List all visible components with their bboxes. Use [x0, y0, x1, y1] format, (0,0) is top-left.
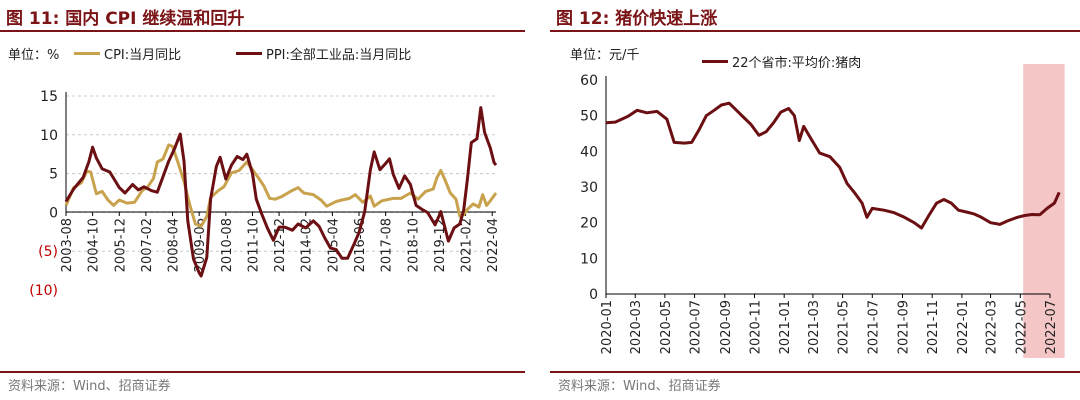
legend-item-ppi: PPI:全部工业品:当月同比 — [236, 44, 411, 63]
title-rule — [0, 30, 525, 32]
x-tick-label: 2010-08 — [220, 218, 235, 272]
legend-swatch-pork — [702, 60, 728, 63]
x-tick-label: 2005-12 — [113, 218, 128, 272]
x-tick-label: 2011-10 — [246, 218, 261, 272]
x-tick-label: 2020-05 — [659, 300, 674, 354]
x-tick-label: 2009-06 — [193, 218, 208, 272]
x-tick-label: 2004-10 — [87, 218, 102, 272]
y-tick-label: 50 — [580, 109, 598, 125]
legend-swatch-ppi — [236, 52, 262, 55]
chart-title: 图 12: 猪价快速上涨 — [556, 9, 718, 29]
series-line-0 — [605, 101, 1061, 230]
chart-title: 图 11: 国内 CPI 继续温和回升 — [6, 9, 245, 29]
y-tick-label: 40 — [580, 144, 598, 160]
y-tick-label: 5 — [49, 167, 58, 183]
y-tick-label: 30 — [580, 180, 598, 196]
x-tick-label: 2008-04 — [167, 218, 182, 272]
x-tick-label: 2022-01 — [956, 300, 971, 354]
y-tick-label: 0 — [589, 287, 598, 303]
title-rule — [550, 30, 1080, 32]
x-tick-label: 2021-11 — [926, 300, 941, 354]
legend-item-pork: 22个省市:平均价:猪肉 — [702, 52, 861, 71]
cpi-ppi-panel: 图 11: 国内 CPI 继续温和回升 单位：% CPI:当月同比 PPI:全部… — [0, 0, 525, 400]
x-tick-label: 2018-10 — [406, 218, 421, 272]
x-tick-label: 2020-09 — [719, 300, 734, 354]
x-tick-label: 2003-08 — [60, 218, 75, 272]
series-line-0 — [64, 143, 498, 228]
x-tick-label: 2014-02 — [300, 218, 315, 272]
source-note: 资料来源：Wind、招商证券 — [8, 379, 171, 394]
y-tick-label: 10 — [40, 128, 58, 144]
x-tick-label: 2020-11 — [748, 300, 763, 354]
x-tick-label: 2021-07 — [866, 300, 881, 354]
y-tick-label: 60 — [580, 73, 598, 89]
x-tick-label: 2016-06 — [353, 218, 368, 272]
x-tick-label: 2020-03 — [629, 300, 644, 354]
unit-label: 单位：元/千 — [570, 48, 640, 63]
x-tick-label: 2019-12 — [433, 218, 448, 272]
x-tick-label: 2021-01 — [778, 300, 793, 354]
x-tick-label: 2021-05 — [837, 300, 852, 354]
x-tick-label: 2017-08 — [380, 218, 395, 272]
x-tick-label: 2022-05 — [1014, 300, 1029, 354]
source-rule — [0, 371, 525, 373]
unit-label: 单位：% — [8, 48, 60, 63]
x-tick-label: 2007-02 — [140, 218, 155, 272]
cpi-ppi-chart: (10) (5) 0 5 10 15 2003-08 2004-10 2005-12 2007-0… — [29, 89, 501, 299]
x-tick-label: 2015-04 — [326, 218, 341, 272]
series-line-1 — [64, 106, 498, 278]
x-tick-label: 2021-03 — [807, 300, 822, 354]
x-tick-label: 2022-07 — [1044, 300, 1059, 354]
y-tick-label: 10 — [580, 251, 598, 267]
legend-item-cpi: CPI:当月同比 — [74, 44, 181, 63]
source-rule — [550, 371, 1080, 373]
x-tick-label: 2022-04 — [486, 218, 501, 272]
x-tick-label: 2021-02 — [460, 218, 475, 272]
y-tick-label: (5) — [38, 244, 58, 260]
y-tick-label: 20 — [580, 216, 598, 232]
y-tick-label: 15 — [40, 89, 58, 105]
legend-label-pork: 22个省市:平均价:猪肉 — [732, 56, 862, 71]
y-tick-label: 0 — [49, 205, 58, 221]
x-tick-label: 2022-03 — [985, 300, 1000, 354]
x-tick-label: 2020-01 — [600, 300, 615, 354]
pork-panel: 图 12: 猪价快速上涨 单位：元/千 22个省市:平均价:猪肉 0 10 20 30… — [550, 0, 1080, 400]
legend-swatch-cpi — [74, 52, 100, 55]
source-note: 资料来源：Wind、招商证券 — [558, 379, 721, 394]
pork-price-chart: 0 10 20 30 40 50 60 2020-01 2020-03 2020-05 2020-0… — [580, 64, 1065, 358]
legend-label-cpi: CPI:当月同比 — [104, 48, 182, 63]
x-tick-label: 2021-09 — [896, 300, 911, 354]
x-tick-label: 2020-07 — [689, 300, 704, 354]
y-tick-label: (10) — [29, 283, 58, 299]
legend-label-ppi: PPI:全部工业品:当月同比 — [266, 48, 412, 63]
